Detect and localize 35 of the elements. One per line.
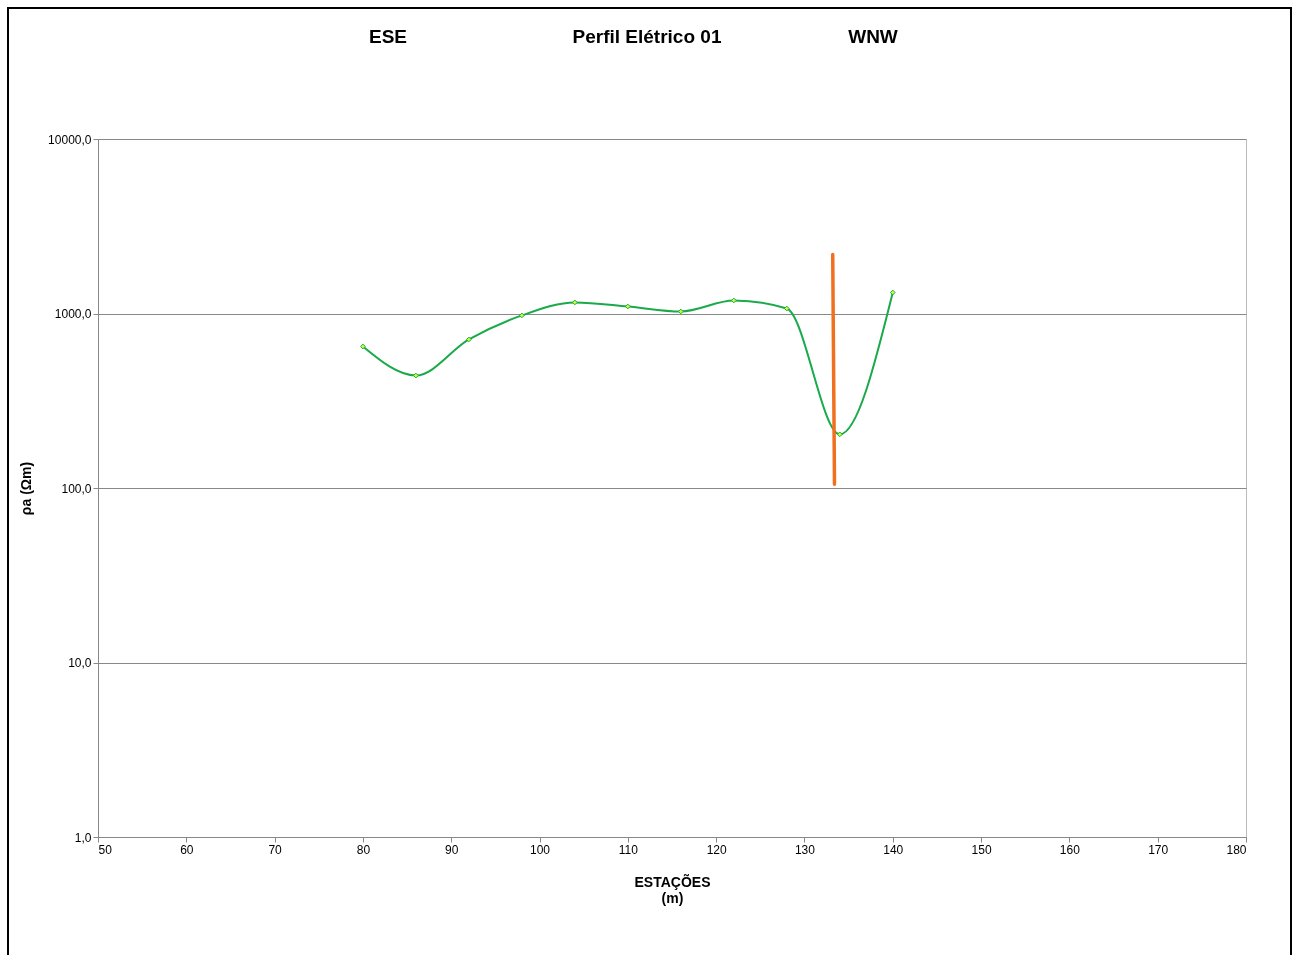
x-tick-label: 170 [1148,842,1169,857]
y-tick-label: 10,0 [68,656,92,670]
point [572,299,578,306]
x-tick-label: 60 [180,842,194,857]
x-tick-label: 70 [268,842,283,857]
point [889,289,896,296]
y-tick-label: 1000,0 [54,307,92,321]
text: WNW [848,26,898,47]
point [360,343,366,350]
x-tick-label: 100 [530,842,551,857]
x-tick-label: 80 [356,842,371,857]
x-axis-title: ESTAÇÕES (m) [634,872,711,906]
point [836,431,843,438]
point [625,303,631,310]
point [519,312,525,319]
y-tick-label: 100,0 [61,481,92,496]
point [677,308,684,315]
x-tick-label: 50 [98,842,113,857]
x-tick-label: 160 [1059,842,1081,857]
point [413,372,419,379]
point [730,297,737,304]
x-tick-label: 140 [883,842,904,857]
y-tick-label: 10000,0 [48,132,92,147]
x-tick-label: 180 [1226,842,1247,857]
x-tick-label: 90 [445,842,459,857]
y-tick-label: 1,0 [74,830,92,845]
x-tick-label: 110 [618,842,639,857]
chart-title: Perfil Elétrico 01 [572,26,722,47]
point [783,305,790,312]
y-axis-title: ρa (Ωm) [18,461,35,516]
x-tick-label: 120 [706,842,727,857]
x-tick-label: 130 [794,842,816,857]
point [466,336,472,343]
text: ESE [368,26,408,47]
x-tick-label: 150 [971,842,992,857]
